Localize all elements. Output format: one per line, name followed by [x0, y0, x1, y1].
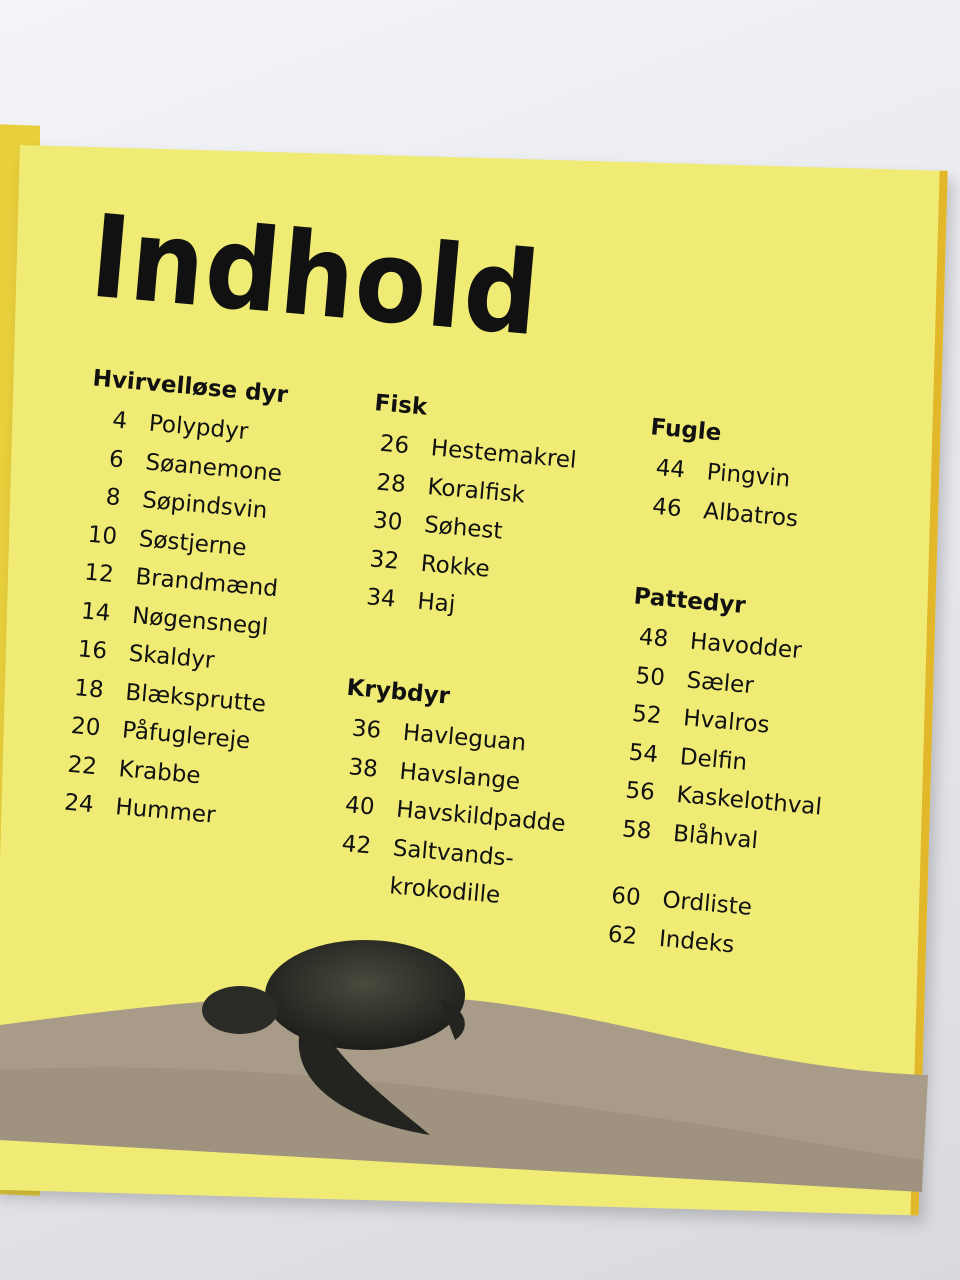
page-number: 20 [69, 712, 102, 742]
table-of-contents: Indhold Hvirvelløse dyr 4 Polypdyr 6 Søanem… [25, 189, 960, 1090]
section-birds: Fugle 44 Pingvin 46 Albatros [642, 414, 806, 544]
section-invertebrates: Hvirvelløse dyr 4 Polypdyr 6 Søanemone 8 Søpi… [53, 365, 295, 844]
page-number: 36 [350, 715, 383, 744]
page-number: 26 [378, 430, 411, 460]
page-number: 42 [340, 830, 373, 859]
page-number: 48 [637, 624, 670, 653]
page-number: 60 [610, 882, 642, 912]
turtle-image [202, 940, 465, 1135]
entry-title: Indeks [657, 925, 736, 958]
entry-title: Ordliste [661, 887, 753, 921]
page-number: 34 [365, 584, 397, 613]
page-number: 4 [111, 407, 129, 435]
page-number: 52 [631, 700, 663, 730]
section-fish: Fisk 26 Hestemakrel 28 Koralfisk 30 Søhest 32 R… [356, 390, 581, 640]
page-number: 24 [63, 789, 95, 819]
page-number: 16 [76, 636, 109, 665]
page-number: 58 [621, 815, 653, 845]
section-reptiles: Krybdyr 36 Havleguan 38 Havslange 40 Havskild… [328, 675, 577, 927]
section-extras: 60 Ordliste 62 Indeks [597, 882, 753, 972]
page-number: 8 [104, 484, 122, 512]
page-number: 6 [108, 445, 125, 473]
page-number: 10 [86, 521, 119, 550]
page-number: 56 [624, 777, 656, 806]
page-number: 22 [66, 751, 99, 780]
page-number: 44 [654, 454, 687, 484]
section-mammals: Pattedyr 48 Havodder 50 Sæler 52 Hvalros 54 Del… [611, 583, 839, 871]
page-number: 54 [627, 739, 660, 768]
page-number: 28 [375, 469, 407, 498]
entry-title: Delfin [678, 743, 749, 776]
entry-title: Haj [416, 588, 457, 618]
page-number: 30 [372, 507, 404, 536]
page-number: 50 [634, 662, 666, 691]
page-number: 40 [344, 792, 376, 821]
page-number: 18 [73, 674, 105, 704]
entry-title: Sæler [685, 666, 755, 699]
page-number: 38 [347, 753, 379, 783]
entry-title: Rokke [419, 550, 491, 583]
entry-title: Søhest [423, 511, 504, 545]
page-number: 32 [368, 545, 401, 575]
page-number: 62 [606, 920, 639, 950]
page-number: 12 [83, 559, 115, 588]
page-number: 14 [80, 597, 112, 627]
page-number: 46 [651, 493, 683, 522]
